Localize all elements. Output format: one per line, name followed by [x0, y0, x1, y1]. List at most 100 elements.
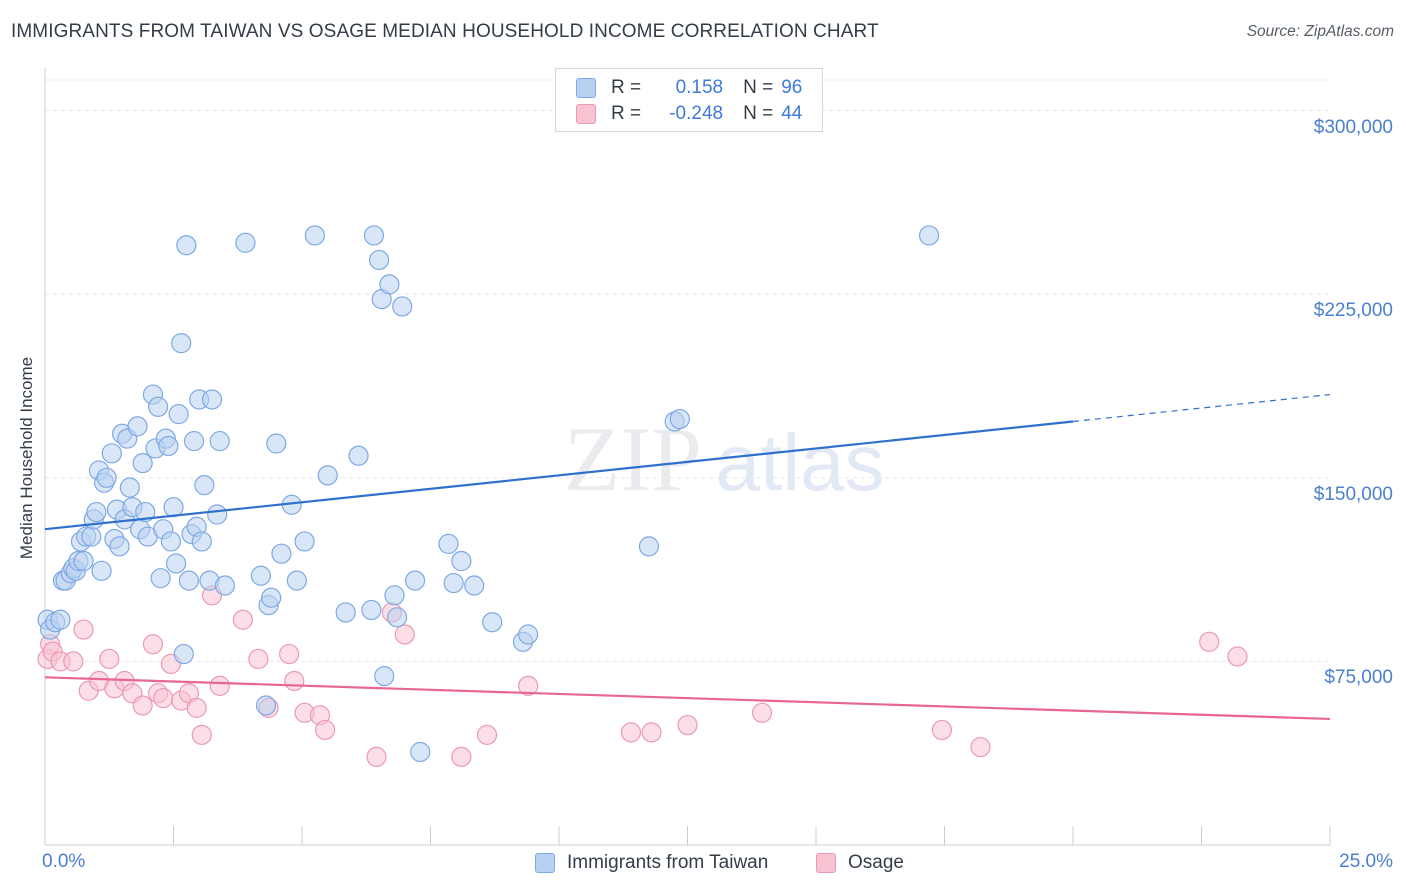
data-point: [101, 443, 122, 464]
data-point: [286, 570, 307, 591]
data-point: [410, 741, 431, 763]
data-point: [168, 404, 189, 425]
data-point: [109, 536, 130, 557]
legend-swatch-osage: [576, 104, 596, 124]
data-point: [315, 719, 336, 741]
data-point: [1227, 646, 1248, 667]
data-point: [369, 249, 390, 271]
data-point: [165, 553, 187, 574]
chart-title: IMMIGRANTS FROM TAIWAN VS OSAGE MEDIAN H…: [11, 21, 879, 42]
data-point: [248, 648, 269, 670]
legend-n-value-osage: 44: [781, 103, 803, 124]
legend-item-taiwan: Immigrants from Taiwan: [535, 852, 768, 874]
y-tick-label: $150,000: [1313, 483, 1393, 505]
legend-item-osage: Osage: [816, 852, 904, 874]
data-point: [451, 746, 472, 767]
data-point: [404, 570, 426, 591]
data-point: [518, 675, 539, 696]
data-point: [232, 609, 253, 630]
data-point: [191, 531, 212, 552]
legend-bottom-swatch-osage: [816, 853, 836, 873]
gridlines: [45, 79, 1330, 662]
series-osage-points: [37, 585, 1248, 767]
data-point: [451, 550, 472, 572]
legend-r-value-taiwan: 0.158: [675, 77, 724, 98]
trend-line-taiwan-extension: [1072, 393, 1331, 423]
series-taiwan-points: [37, 225, 940, 763]
data-point: [918, 225, 940, 246]
data-point: [266, 433, 287, 454]
legend-r-value-osage: -0.248: [669, 103, 724, 124]
data-point: [99, 648, 120, 670]
data-point: [119, 477, 140, 498]
data-point: [158, 435, 179, 457]
legend-r-label: R =: [611, 103, 642, 124]
data-point: [638, 536, 660, 557]
data-point: [191, 724, 212, 745]
data-point: [641, 722, 662, 743]
legend-bottom-swatch-taiwan: [535, 853, 555, 873]
data-point: [443, 572, 464, 594]
legend-n-value-taiwan: 96: [781, 77, 803, 98]
data-point: [384, 585, 405, 606]
data-point: [73, 550, 94, 572]
x-tick-max: 25.0%: [1339, 851, 1393, 872]
data-point: [171, 333, 192, 354]
data-point: [147, 396, 169, 417]
watermark-atlas: atlas: [716, 418, 885, 507]
data-point: [135, 501, 156, 523]
data-point: [186, 697, 207, 719]
data-point: [178, 570, 200, 591]
legend-n-label: N =: [743, 77, 774, 98]
data-point: [304, 225, 325, 246]
data-point: [518, 624, 539, 645]
data-point: [201, 389, 223, 410]
data-point: [394, 624, 415, 645]
data-point: [348, 445, 369, 466]
data-point: [176, 235, 197, 256]
data-point: [207, 504, 228, 525]
data-point: [931, 719, 953, 741]
trend-line-taiwan: [44, 420, 1074, 531]
zipatlas-watermark: ZIP atlas: [564, 408, 884, 510]
data-point: [261, 587, 282, 608]
legend-r-label: R =: [611, 77, 642, 98]
data-point: [127, 416, 148, 437]
legend-row-taiwan: R = 0.158 N = 96: [576, 77, 802, 99]
legend-n-label: N =: [743, 103, 774, 124]
data-point: [620, 722, 642, 743]
data-point: [173, 643, 194, 665]
data-point: [363, 225, 385, 246]
data-point: [255, 695, 277, 716]
data-point: [91, 560, 112, 581]
data-point: [476, 724, 498, 745]
x-tick-min: 0.0%: [42, 851, 86, 872]
data-point: [250, 565, 271, 586]
data-point: [366, 746, 387, 767]
correlation-legend: R = 0.158 N = 96 R = -0.248 N = 44: [555, 68, 823, 132]
data-point: [163, 497, 184, 518]
data-point: [132, 695, 153, 716]
data-point: [438, 533, 459, 554]
legend-bottom-label-osage: Osage: [848, 852, 904, 873]
data-point: [194, 475, 215, 496]
y-tick-label: $75,000: [1324, 667, 1393, 689]
data-point: [374, 665, 395, 687]
data-point: [279, 643, 300, 665]
data-point: [669, 408, 690, 430]
data-point: [335, 602, 356, 623]
data-point: [214, 575, 235, 596]
data-point: [235, 232, 256, 253]
data-point: [271, 543, 292, 564]
data-point: [150, 568, 171, 589]
data-point: [153, 688, 174, 709]
source-credit: Source: ZipAtlas.com: [1246, 23, 1394, 40]
data-point: [392, 296, 413, 317]
data-point: [1199, 631, 1220, 652]
data-point: [482, 612, 503, 633]
data-point: [160, 531, 182, 552]
data-point: [209, 675, 230, 696]
data-point: [86, 501, 107, 523]
data-point: [50, 609, 71, 630]
